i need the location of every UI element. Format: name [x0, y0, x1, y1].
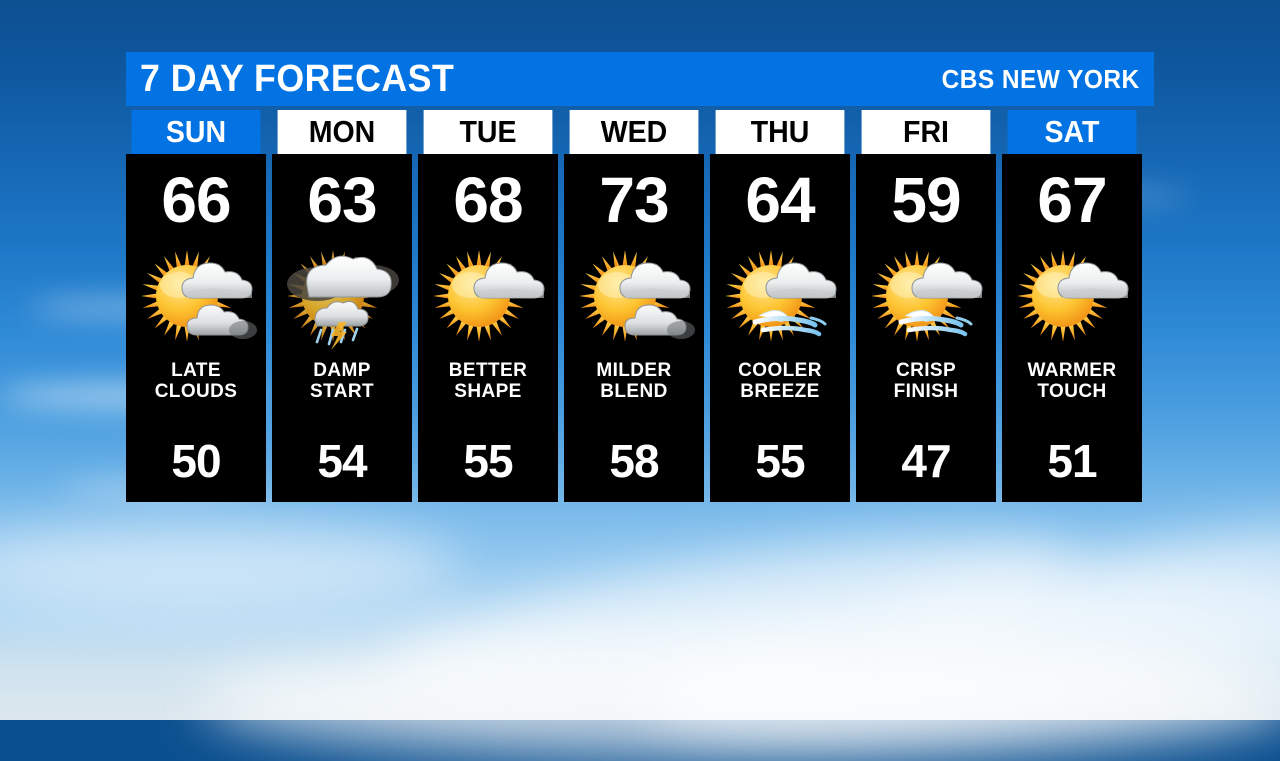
condition-line-1: LATE — [171, 360, 221, 381]
forecast-day-column[interactable]: TUE 68 — [418, 110, 558, 502]
condition-line-2: START — [310, 381, 374, 403]
cloud-wisp — [200, 640, 1280, 760]
low-temperature: 55 — [463, 435, 513, 487]
forecast-day-column[interactable]: SUN 66 — [126, 110, 266, 502]
condition-description: BETTER SHAPE — [449, 360, 527, 403]
sun-cloud-wind-icon — [861, 238, 991, 356]
condition-line-1: COOLER — [738, 360, 822, 381]
day-body: 68 BETTER — [418, 154, 558, 502]
day-body: 73 — [564, 154, 704, 502]
high-temperature: 63 — [307, 164, 377, 236]
day-header: THU — [715, 110, 845, 154]
low-temperature: 54 — [317, 435, 367, 487]
high-temperature: 67 — [1037, 164, 1107, 236]
low-temperature: 50 — [171, 435, 221, 487]
forecast-day-column[interactable]: FRI 59 — [856, 110, 996, 502]
day-header: SAT — [1007, 110, 1137, 154]
day-header: SUN — [131, 110, 261, 154]
low-temperature: 55 — [755, 435, 805, 487]
low-temperature: 47 — [901, 435, 951, 487]
high-temperature: 66 — [161, 164, 231, 236]
day-header: FRI — [861, 110, 991, 154]
condition-line-2: FINISH — [893, 381, 959, 403]
high-temperature: 68 — [453, 164, 523, 236]
forecast-day-column[interactable]: THU 64 — [710, 110, 850, 502]
day-body: 67 WARMER — [1002, 154, 1142, 502]
condition-description: COOLER BREEZE — [738, 360, 822, 403]
condition-line-1: BETTER — [448, 360, 528, 381]
storm-cloud-rain-sun-icon — [277, 238, 407, 356]
forecast-day-column[interactable]: WED 73 — [564, 110, 704, 502]
day-header: MON — [277, 110, 407, 154]
forecast-day-column[interactable]: MON 63 — [272, 110, 412, 502]
high-temperature: 73 — [599, 164, 669, 236]
low-temperature: 51 — [1047, 435, 1097, 487]
condition-line-2: SHAPE — [454, 381, 522, 403]
high-temperature: 64 — [745, 164, 815, 236]
day-body: 64 — [710, 154, 850, 502]
condition-line-2: BLEND — [600, 381, 668, 403]
condition-description: MILDER BLEND — [596, 360, 671, 403]
condition-description: CRISP FINISH — [894, 360, 959, 403]
day-header: TUE — [423, 110, 553, 154]
high-temperature: 59 — [891, 164, 961, 236]
forecast-columns: SUN 66 — [126, 110, 1154, 502]
day-header: WED — [569, 110, 699, 154]
condition-line-1: CRISP — [895, 360, 957, 381]
cloud-wisp — [0, 520, 460, 610]
condition-description: WARMER TOUCH — [1028, 360, 1117, 403]
day-body: 59 — [856, 154, 996, 502]
sun-cloud-wind-icon — [715, 238, 845, 356]
condition-line-1: WARMER — [1027, 360, 1117, 381]
day-body: 63 — [272, 154, 412, 502]
forecast-panel: 7 DAY FORECAST CBS NEW YORK SUN 66 — [126, 52, 1154, 502]
sun-one-cloud-icon — [1007, 238, 1137, 356]
sun-one-cloud-icon — [423, 238, 553, 356]
condition-line-2: CLOUDS — [154, 381, 238, 403]
day-body: 66 — [126, 154, 266, 502]
sun-two-clouds-icon — [569, 238, 699, 356]
sun-two-clouds-icon — [131, 238, 261, 356]
condition-line-2: BREEZE — [740, 381, 820, 403]
forecast-title-bar: 7 DAY FORECAST CBS NEW YORK — [126, 52, 1154, 106]
forecast-day-column[interactable]: SAT 67 — [1002, 110, 1142, 502]
low-temperature: 58 — [609, 435, 659, 487]
condition-description: DAMP START — [310, 360, 374, 403]
page-title: 7 DAY FORECAST — [140, 57, 455, 100]
condition-line-1: MILDER — [596, 360, 672, 381]
condition-line-2: TOUCH — [1037, 381, 1107, 403]
condition-line-1: DAMP — [313, 360, 371, 381]
condition-description: LATE CLOUDS — [155, 360, 238, 403]
station-branding: CBS NEW YORK — [941, 63, 1140, 94]
